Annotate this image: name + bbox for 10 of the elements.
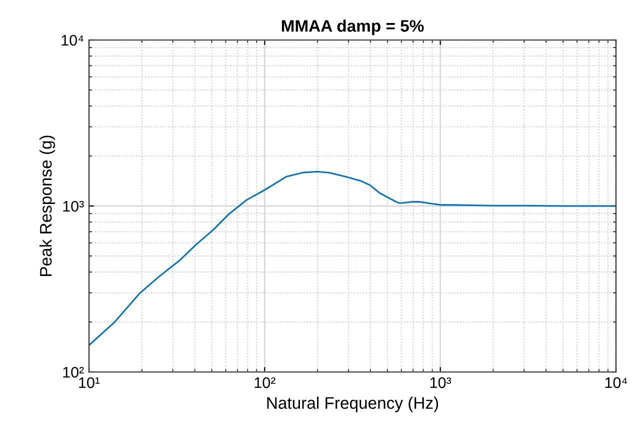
x-axis-title: Natural Frequency (Hz)	[267, 396, 438, 412]
y-axis-title: Peak Response (g)	[39, 136, 56, 276]
x-tick-label: 10¹	[79, 377, 100, 388]
x-tick-label: 10⁴	[605, 377, 628, 388]
y-tick-label: 10⁴	[62, 34, 84, 46]
x-tick-label: 10²	[254, 377, 276, 388]
chart-title: MMAA damp = 5%	[282, 20, 424, 36]
y-tick-label: 10³	[63, 200, 84, 212]
y-tick-label: 10²	[63, 366, 84, 378]
x-tick-label: 10³	[430, 377, 452, 388]
